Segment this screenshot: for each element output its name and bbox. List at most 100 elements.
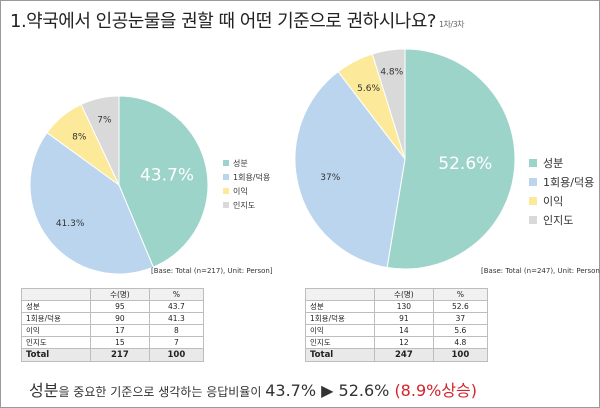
table-row: 1회용/덕용 90 41.3 bbox=[21, 312, 205, 325]
table-total-row: Total 217 100 bbox=[21, 348, 205, 362]
table-cell: 5.6 bbox=[432, 324, 489, 337]
table-cell: 43.7 bbox=[148, 300, 205, 313]
table-cell: 14 bbox=[374, 324, 434, 337]
summary-keyword: 성분 bbox=[29, 381, 59, 400]
table-row: 성분 130 52.6 bbox=[305, 300, 489, 313]
table-cell: 1회용/덕용 bbox=[21, 312, 91, 325]
pie-slice-2 bbox=[294, 70, 406, 269]
legend-label: 인지도 bbox=[233, 200, 256, 210]
data-label-1: 52.6% bbox=[438, 154, 492, 174]
legend-swatch bbox=[223, 174, 229, 180]
table-cell: 1회용/덕용 bbox=[305, 312, 375, 325]
summary-values: 43.7% ▶ 52.6% bbox=[265, 381, 395, 400]
table-cell: 37 bbox=[432, 312, 489, 325]
table-cell: 90 bbox=[90, 312, 150, 325]
table-row: 성분 95 43.7 bbox=[21, 300, 205, 313]
table-header-row: 수(명) % bbox=[305, 288, 489, 301]
table-row: 이익 17 8 bbox=[21, 324, 205, 337]
data-label-4: 4.8% bbox=[380, 67, 403, 77]
table-cell: 100 bbox=[148, 348, 205, 362]
table-cell: 이익 bbox=[21, 324, 91, 337]
pie-chart-1: 43.7% 41.3% 8% 7% bbox=[29, 95, 209, 275]
table-cell: 217 bbox=[90, 348, 150, 362]
table-row: 이익 14 5.6 bbox=[305, 324, 489, 337]
legend-2: 성분 1회용/덕용 이익 인지도 bbox=[529, 153, 594, 229]
summary-text: 성분을 중요한 기준으로 생각하는 응답비율이 43.7% ▶ 52.6% (8… bbox=[29, 377, 477, 401]
legend-swatch bbox=[223, 202, 229, 208]
table-cell: 130 bbox=[374, 300, 434, 313]
pie-slice-1 bbox=[386, 48, 516, 270]
pie-slice-2 bbox=[29, 131, 154, 275]
table-cell: 4.8 bbox=[432, 336, 489, 349]
table-cell: 100 bbox=[432, 348, 489, 362]
table-cell: 7 bbox=[148, 336, 205, 349]
legend-item: 성분 bbox=[223, 156, 270, 170]
legend-item: 이익 bbox=[223, 184, 270, 198]
title-text: 1.약국에서 인공눈물을 권할 때 어떤 기준으로 권하시나요? bbox=[10, 11, 436, 32]
legend-swatch bbox=[223, 188, 229, 194]
data-label-3: 5.6% bbox=[357, 84, 380, 94]
data-label-4: 7% bbox=[97, 115, 112, 125]
legend-label: 이익 bbox=[233, 186, 248, 196]
table-header: 수(명) bbox=[90, 288, 150, 301]
table-cell: 12 bbox=[374, 336, 434, 349]
base-note-2: [Base: Total (n=247), Unit: Person] bbox=[481, 267, 600, 275]
table-cell: 이익 bbox=[305, 324, 375, 337]
data-label-2: 37% bbox=[320, 173, 340, 183]
table-cell: 41.3 bbox=[148, 312, 205, 325]
data-label-3: 8% bbox=[72, 132, 87, 142]
table-cell: 95 bbox=[90, 300, 150, 313]
table-cell: 성분 bbox=[305, 300, 375, 313]
legend-item: 인지도 bbox=[529, 210, 594, 229]
legend-item: 성분 bbox=[529, 153, 594, 172]
table-header bbox=[21, 288, 91, 301]
title-note: 1차/3차 bbox=[438, 20, 465, 29]
table-cell: 성분 bbox=[21, 300, 91, 313]
legend-label: 1회용/덕용 bbox=[233, 172, 271, 182]
table-header: 수(명) bbox=[374, 288, 434, 301]
table-cell: 52.6 bbox=[432, 300, 489, 313]
legend-swatch bbox=[223, 160, 229, 166]
legend-item: 인지도 bbox=[223, 198, 270, 212]
table-cell: Total bbox=[305, 348, 375, 362]
table-row: 인지도 12 4.8 bbox=[305, 336, 489, 349]
page-title: 1.약국에서 인공눈물을 권할 때 어떤 기준으로 권하시나요? 1차/3차 bbox=[10, 7, 465, 33]
legend-item: 이익 bbox=[529, 191, 594, 210]
legend-label: 1회용/덕용 bbox=[543, 175, 595, 189]
pie-chart-2: 52.6% 37% 5.6%4.8% bbox=[294, 48, 516, 270]
table-cell: 17 bbox=[90, 324, 150, 337]
pie-slice-4 bbox=[371, 48, 406, 160]
table-header bbox=[305, 288, 375, 301]
table-row: 인지도 15 7 bbox=[21, 336, 205, 349]
legend-label: 인지도 bbox=[543, 213, 574, 227]
summary-middle: 을 중요한 기준으로 생각하는 응답비율이 bbox=[58, 385, 266, 399]
table-cell: 인지도 bbox=[305, 336, 375, 349]
legend-label: 이익 bbox=[543, 194, 564, 208]
legend-swatch bbox=[529, 196, 537, 205]
legend-1: 성분 1회용/덕용 이익 인지도 bbox=[223, 156, 270, 212]
data-label-2: 41.3% bbox=[56, 219, 85, 229]
base-note-1: [Base: Total (n=217), Unit: Person] bbox=[151, 267, 273, 275]
table-total-row: Total 247 100 bbox=[305, 348, 489, 362]
table-cell: 8 bbox=[148, 324, 205, 337]
legend-label: 성분 bbox=[233, 158, 248, 168]
legend-label: 성분 bbox=[543, 156, 564, 170]
table-row: 1회용/덕용 91 37 bbox=[305, 312, 489, 325]
data-label-1: 43.7% bbox=[140, 165, 194, 185]
table-cell: 247 bbox=[374, 348, 434, 362]
legend-swatch bbox=[529, 177, 537, 186]
table-header-row: 수(명) % bbox=[21, 288, 205, 301]
summary-increase: (8.9%상승) bbox=[394, 381, 478, 400]
data-table-2: 수(명) % 성분 130 52.6 1회용/덕용 91 37 이익 14 5.6 인지도 1… bbox=[305, 288, 489, 362]
table-header: % bbox=[432, 288, 489, 301]
legend-item: 1회용/덕용 bbox=[529, 172, 594, 191]
legend-swatch bbox=[529, 158, 537, 167]
legend-item: 1회용/덕용 bbox=[223, 170, 270, 184]
pie-slice-4 bbox=[80, 95, 120, 186]
table-cell: 15 bbox=[90, 336, 150, 349]
table-cell: Total bbox=[21, 348, 91, 362]
pie-slice-1 bbox=[118, 95, 209, 268]
table-header: % bbox=[148, 288, 205, 301]
table-cell: 인지도 bbox=[21, 336, 91, 349]
